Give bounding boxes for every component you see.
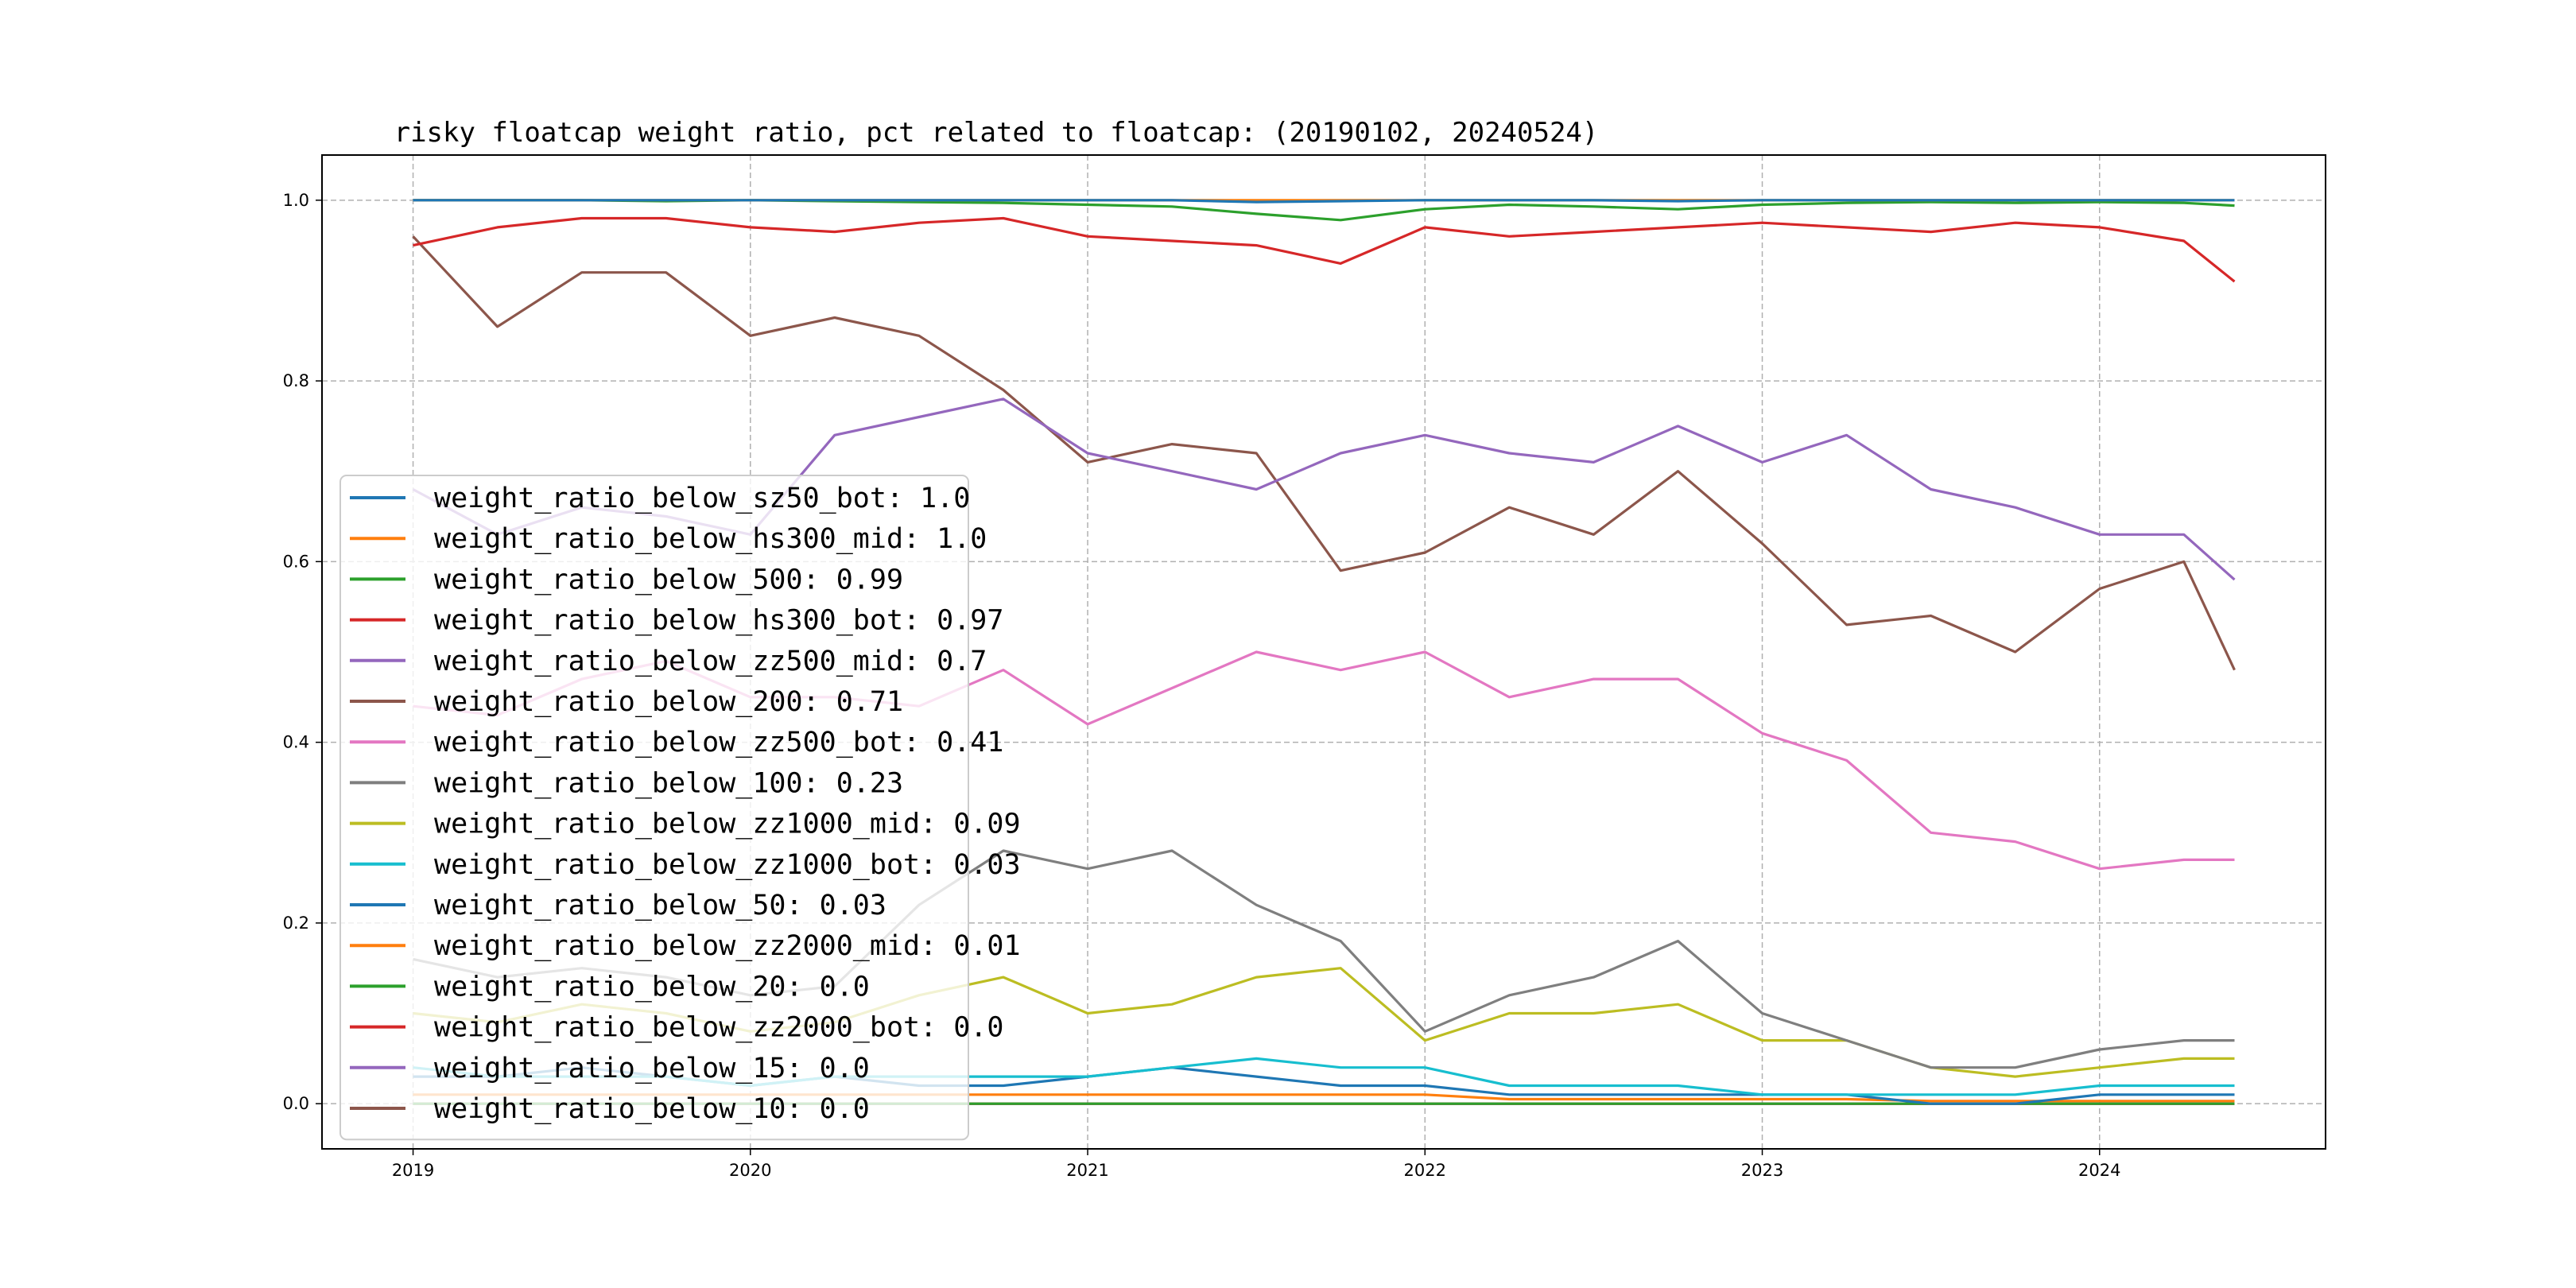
- y-tick-label: 0.8: [283, 371, 309, 390]
- legend-entry-label: weight_ratio_below_200: 0.71: [434, 686, 903, 718]
- series-line-weight_ratio_below_hs300_bot: [413, 216, 2236, 283]
- y-tick-label: 0.4: [283, 733, 309, 752]
- legend-box: [339, 475, 969, 1141]
- chart-title: risky floatcap weight ratio, pct related…: [394, 117, 1599, 149]
- legend-entry-label: weight_ratio_below_zz500_bot: 0.41: [434, 727, 1003, 758]
- y-tick-label: 0.2: [283, 914, 309, 933]
- series-line-weight_ratio_below_sz50_bot: [413, 199, 2235, 204]
- legend-entry-label: weight_ratio_below_zz1000_bot: 0.03: [434, 849, 1021, 881]
- legend-entry-label: weight_ratio_below_50: 0.03: [434, 890, 886, 921]
- legend-entry-label: weight_ratio_below_sz50_bot: 1.0: [434, 483, 970, 514]
- legend-entry-label: weight_ratio_below_100: 0.23: [434, 767, 903, 799]
- legend-entry-label: weight_ratio_below_hs300_mid: 1.0: [434, 523, 987, 555]
- x-tick-label: 2022: [1404, 1161, 1446, 1180]
- x-tick-label: 2024: [2078, 1161, 2120, 1180]
- x-tick-label: 2020: [729, 1161, 771, 1180]
- series-line-weight_ratio_below_500: [413, 199, 2235, 222]
- legend-entry-label: weight_ratio_below_15: 0.0: [434, 1053, 870, 1084]
- series-line-weight_ratio_below_200: [412, 235, 2236, 671]
- y-tick-label: 0.0: [283, 1094, 309, 1113]
- legend: weight_ratio_below_sz50_bot: 1.0 weight_r…: [339, 475, 1021, 1141]
- x-tick-label: 2021: [1066, 1161, 1108, 1180]
- x-tick-label: 2023: [1741, 1161, 1783, 1180]
- axis-ticks: 2019 2020 2021 2022 2023 2024 0.0 0.2 0.4 0.6 0.8 1…: [283, 191, 2121, 1180]
- legend-entry-label: weight_ratio_below_500: 0.99: [434, 564, 903, 596]
- legend-entry-label: weight_ratio_below_zz1000_mid: 0.09: [434, 809, 1021, 840]
- legend-entry-label: weight_ratio_below_zz2000_bot: 0.0: [434, 1012, 1003, 1044]
- legend-entry-label: weight_ratio_below_10: 0.0: [434, 1093, 870, 1125]
- y-tick-label: 0.6: [283, 552, 309, 571]
- plot-area-frame: [321, 154, 2326, 1150]
- legend-entry-label: weight_ratio_below_20: 0.0: [434, 971, 870, 1003]
- legend-entry-label: weight_ratio_below_zz500_mid: 0.7: [434, 646, 987, 677]
- y-tick-label: 1.0: [283, 191, 309, 210]
- legend-entry-label: weight_ratio_below_zz2000_mid: 0.01: [434, 930, 1021, 962]
- legend-entry-label: weight_ratio_below_hs300_bot: 0.97: [434, 605, 1003, 637]
- x-tick-label: 2019: [392, 1161, 434, 1180]
